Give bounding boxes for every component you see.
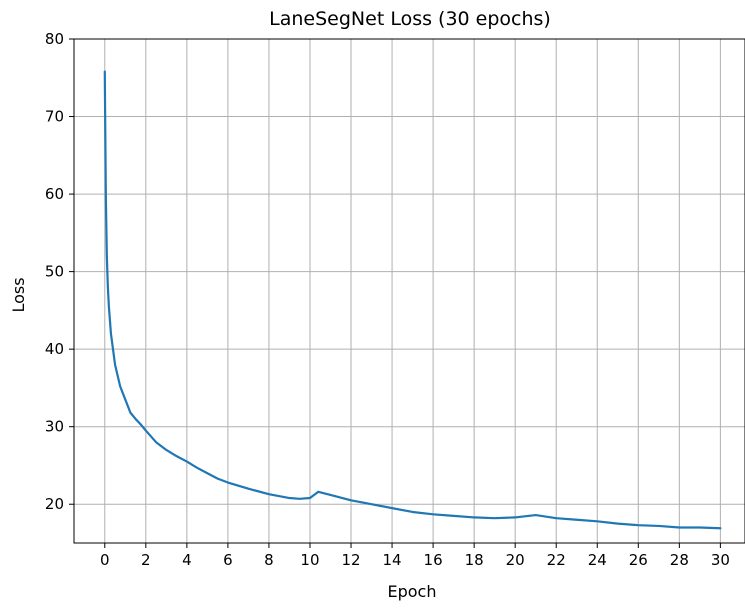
- x-tick-label: 16: [424, 551, 443, 569]
- y-tick-label: 70: [45, 108, 64, 126]
- x-axis-label: Epoch: [388, 582, 437, 601]
- x-tick-label: 10: [300, 551, 319, 569]
- y-tick-label: 60: [45, 185, 64, 203]
- x-tick-label: 0: [100, 551, 110, 569]
- x-tick-label: 24: [588, 551, 607, 569]
- y-tick-label: 50: [45, 263, 64, 281]
- x-tick-label: 14: [383, 551, 402, 569]
- x-tick-label: 6: [223, 551, 233, 569]
- y-tick-label: 80: [45, 30, 64, 48]
- x-tick-label: 4: [182, 551, 192, 569]
- x-tick-label: 26: [629, 551, 648, 569]
- plot-area-frame: [73, 38, 745, 544]
- x-tick-label: 18: [465, 551, 484, 569]
- y-tick-label: 30: [45, 418, 64, 436]
- axis-ticks: 0 2 4 6 8 10 12 14 16 18 20 22 24 26 28 302030405060708…: [45, 30, 730, 569]
- y-tick-label: 20: [45, 495, 64, 513]
- x-tick-label: 30: [711, 551, 730, 569]
- x-tick-label: 20: [506, 551, 525, 569]
- x-tick-label: 28: [670, 551, 689, 569]
- chart-title: LaneSegNet Loss (30 epochs): [269, 8, 551, 30]
- x-tick-label: 2: [141, 551, 151, 569]
- y-tick-label: 40: [45, 340, 64, 358]
- loss-series-line: [103, 70, 722, 530]
- x-tick-label: 8: [264, 551, 274, 569]
- y-axis-label: Loss: [9, 277, 28, 312]
- x-tick-label: 12: [341, 551, 360, 569]
- x-tick-label: 22: [547, 551, 566, 569]
- grid-lines: [74, 38, 745, 543]
- series-layer: [103, 70, 722, 530]
